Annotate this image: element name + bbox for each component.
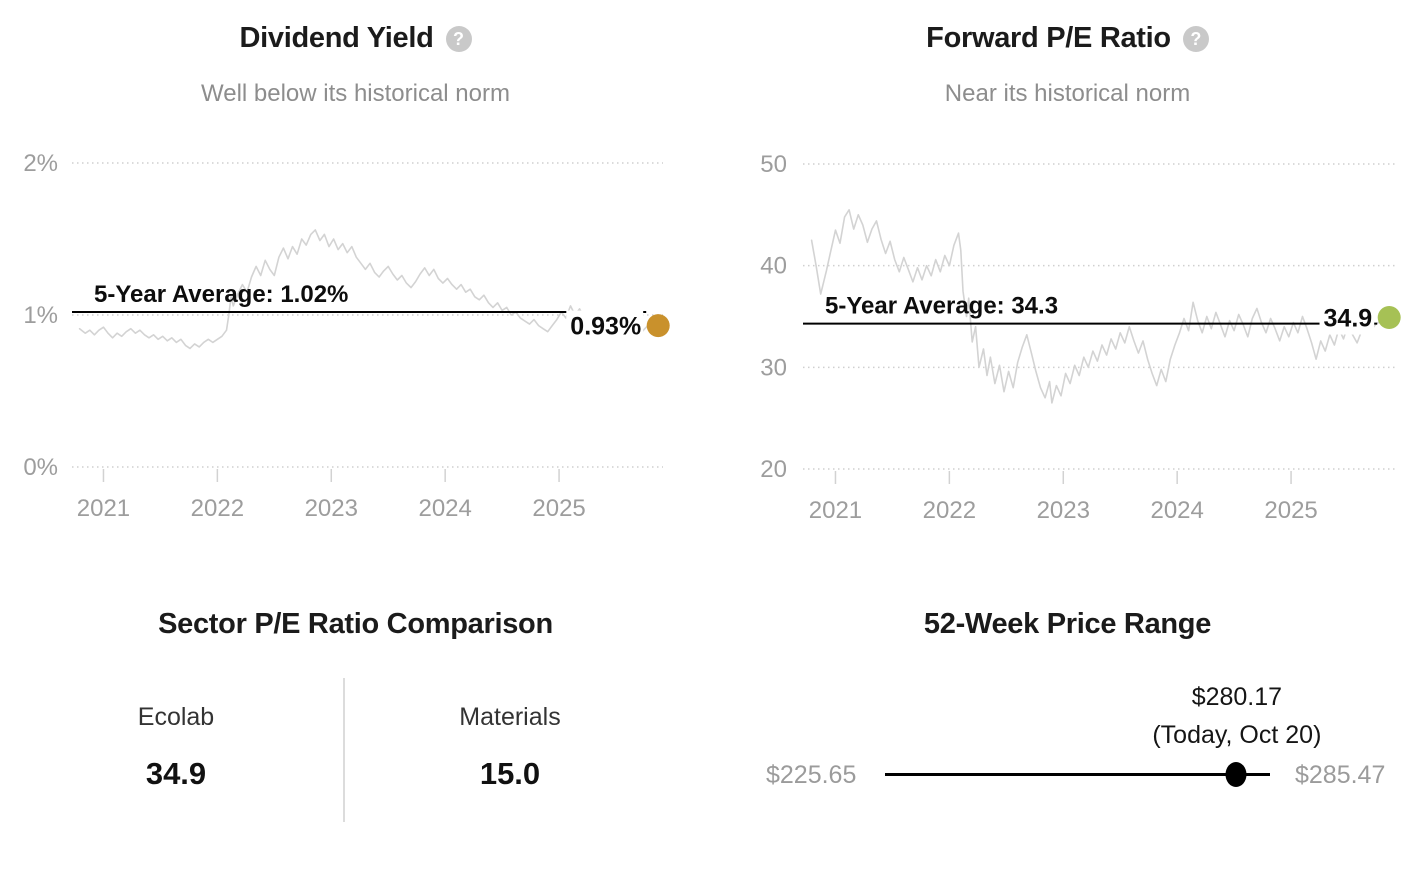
price-range-panel: 52-Week Price Range $280.17 (Today, Oct … xyxy=(711,560,1424,870)
help-icon[interactable]: ? xyxy=(445,25,472,52)
comparison-value: 34.9 xyxy=(145,756,207,791)
price-range-track xyxy=(885,773,1270,776)
comparison-label: Materials xyxy=(459,703,561,731)
dividend-yield-panel: Dividend Yield ? Well below its historic… xyxy=(0,0,711,560)
forward-pe-title-row: Forward P/E Ratio ? xyxy=(711,22,1424,55)
dividend-yield-subtitle: Well below its historical norm xyxy=(201,80,510,107)
sector-pe-comparison-title: Sector P/E Ratio Comparison xyxy=(158,608,553,640)
current-price-dot xyxy=(1225,762,1247,787)
current-price-date-label: (Today, Oct 20) xyxy=(1152,721,1322,749)
price-range-title: 52-Week Price Range xyxy=(923,608,1212,640)
vertical-divider xyxy=(343,678,345,822)
dividend-yield-title-row: Dividend Yield ? xyxy=(0,22,711,55)
range-low-label: $225.65 xyxy=(766,761,857,789)
comparison-value: 15.0 xyxy=(479,756,541,791)
dividend-yield-title: Dividend Yield xyxy=(239,22,434,54)
current-price-label: $280.17 xyxy=(1191,683,1283,711)
forward-pe-title: Forward P/E Ratio xyxy=(926,22,1171,54)
comparison-label: Ecolab xyxy=(137,703,215,731)
help-icon[interactable]: ? xyxy=(1182,25,1209,52)
sector-pe-comparison-panel: Sector P/E Ratio Comparison Ecolab 34.9 … xyxy=(0,560,711,870)
forward-pe-panel: Forward P/E Ratio ? Near its historical … xyxy=(711,0,1424,560)
range-high-label: $285.47 xyxy=(1295,761,1386,789)
forward-pe-subtitle: Near its historical norm xyxy=(944,80,1191,107)
